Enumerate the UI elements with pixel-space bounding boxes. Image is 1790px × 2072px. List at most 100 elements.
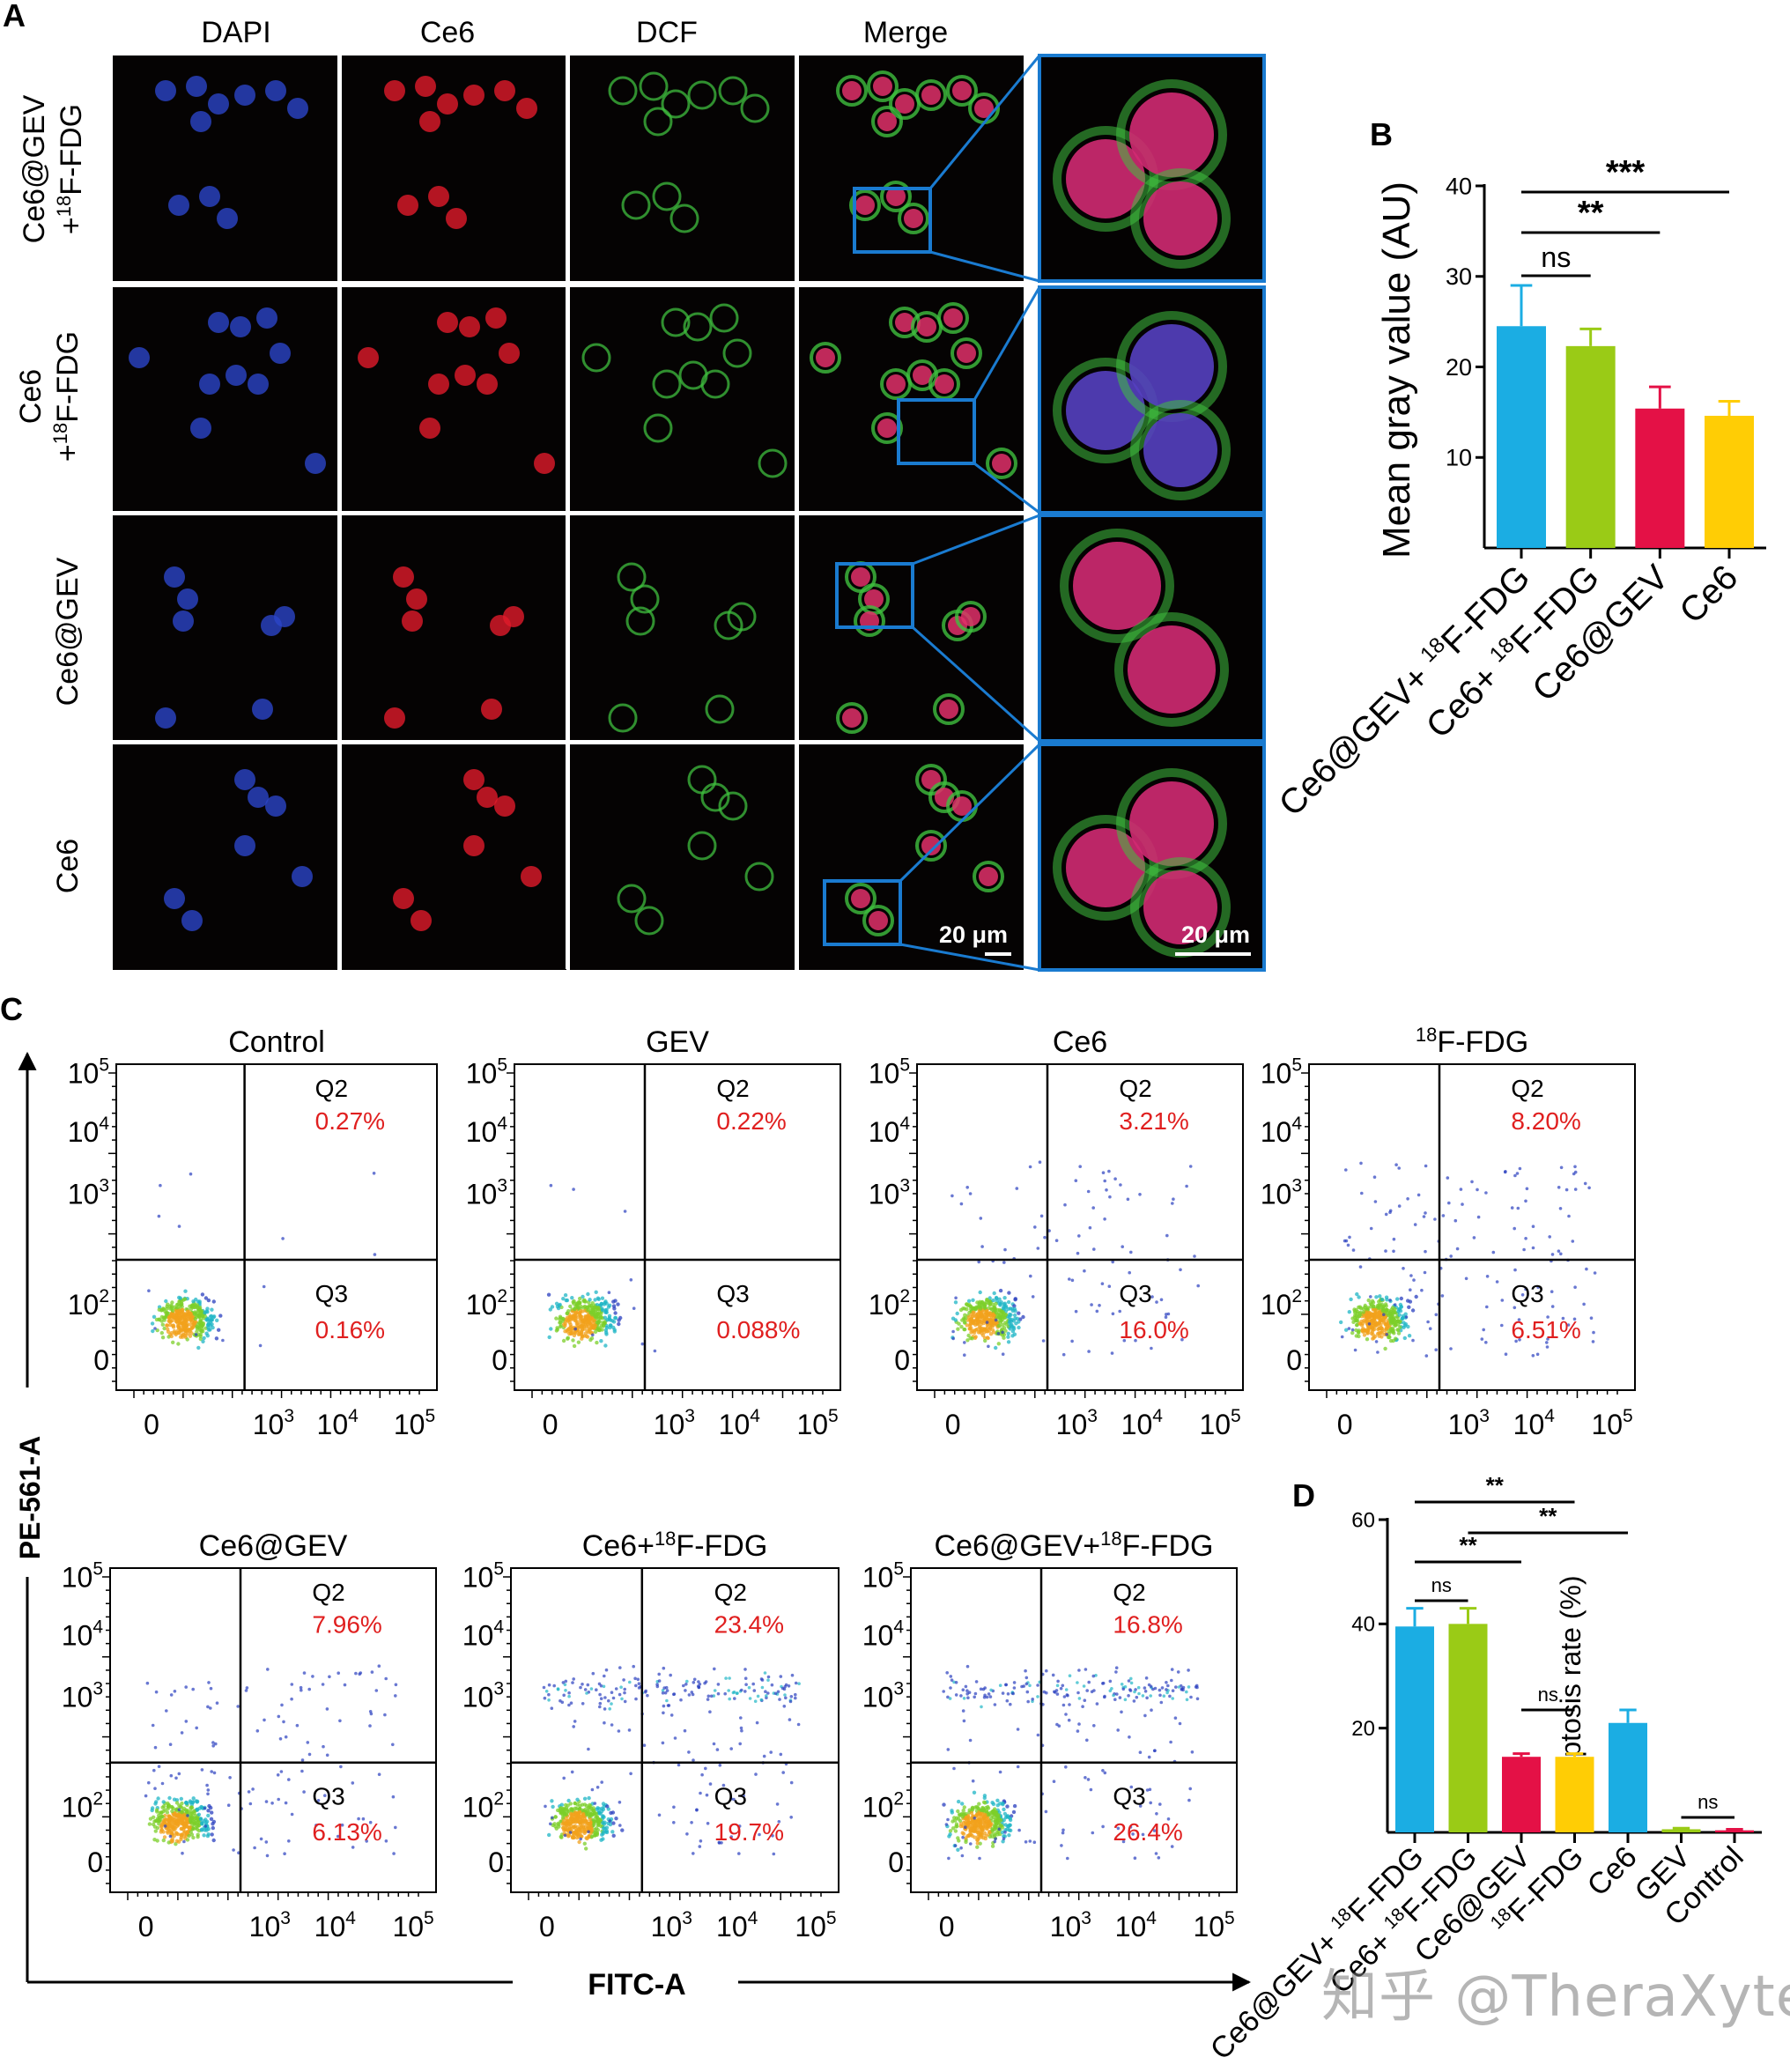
ce6-cell xyxy=(428,186,449,207)
flow-point xyxy=(197,1806,202,1810)
flow-point xyxy=(578,1314,583,1319)
flow-point xyxy=(1166,1817,1171,1821)
flow-point xyxy=(994,1311,999,1315)
flow-point xyxy=(168,1834,173,1839)
zoom-panel xyxy=(1038,743,1266,972)
flow-point xyxy=(949,1675,953,1678)
flow-point xyxy=(994,1837,997,1841)
flow-point xyxy=(587,1795,591,1801)
dcf-cell xyxy=(608,76,638,106)
flow-point xyxy=(1128,1825,1133,1829)
flow-point xyxy=(161,1838,166,1843)
dcf-cell xyxy=(727,602,757,632)
flow-point xyxy=(264,1800,269,1803)
flow-point xyxy=(581,1334,587,1338)
flow-point xyxy=(563,1293,568,1298)
flow-point xyxy=(1056,1679,1060,1684)
flow-point xyxy=(209,1706,212,1710)
flow-point xyxy=(176,1342,181,1346)
flow-point xyxy=(956,1836,960,1840)
flow-point xyxy=(147,1780,151,1785)
zoom-cell-nucleus xyxy=(1129,324,1214,409)
flow-point xyxy=(740,1728,743,1733)
flow-point xyxy=(351,1846,355,1849)
flow-point xyxy=(965,1820,969,1825)
flow-point xyxy=(760,1685,765,1690)
micro-tile xyxy=(113,515,337,741)
flow-point xyxy=(284,1801,288,1805)
y-tick-label: 20 xyxy=(1351,1717,1375,1741)
flow-point xyxy=(986,1313,990,1318)
quadrant-q2-value: 16.8% xyxy=(1113,1611,1182,1639)
flow-point xyxy=(321,1683,325,1686)
flow-point xyxy=(1386,1321,1390,1327)
flow-point xyxy=(573,1327,577,1331)
flow-point xyxy=(706,1698,710,1701)
flow-point xyxy=(789,1780,794,1785)
quadrant-q2-value: 7.96% xyxy=(312,1611,381,1639)
flow-point xyxy=(998,1802,1002,1806)
flow-point xyxy=(1145,1696,1149,1700)
flow-point xyxy=(595,1828,600,1832)
flow-point xyxy=(153,1327,157,1330)
flow-point xyxy=(586,1291,590,1297)
flow-point xyxy=(189,1811,193,1816)
y-tick-label: 30 xyxy=(1446,263,1472,290)
flow-point xyxy=(623,1210,627,1213)
flow-point xyxy=(164,1299,168,1304)
flow-point xyxy=(977,1260,980,1264)
flow-point xyxy=(251,1787,255,1791)
flow-point xyxy=(569,1811,573,1816)
flow-point xyxy=(1092,1724,1096,1728)
flow-point xyxy=(564,1689,567,1692)
flow-point xyxy=(588,1821,592,1825)
flow-point xyxy=(1155,1300,1158,1304)
flow-point xyxy=(1118,1696,1122,1699)
flow-point xyxy=(942,1802,946,1807)
flow-point xyxy=(727,1689,730,1692)
microscopy-grid xyxy=(113,56,1024,970)
micro-tile-bg xyxy=(570,56,795,281)
flow-point xyxy=(1150,1295,1154,1299)
flow-point xyxy=(978,1306,983,1311)
flow-point xyxy=(570,1296,574,1300)
flow-point xyxy=(562,1776,566,1780)
flow-point xyxy=(779,1752,783,1757)
scale-bar-label: 20 μm xyxy=(939,921,1008,948)
flow-point xyxy=(747,1685,751,1690)
flow-point xyxy=(978,1856,981,1861)
flow-point xyxy=(1365,1319,1369,1323)
dapi-cell xyxy=(155,707,176,729)
flow-point xyxy=(993,1839,997,1844)
flow-point xyxy=(1008,1320,1012,1324)
flow-point xyxy=(759,1677,764,1681)
flow-y-tick-label: 105 xyxy=(869,1054,910,1089)
merge-cell-ring xyxy=(867,70,899,102)
flow-point xyxy=(994,1301,998,1306)
flow-point xyxy=(255,1729,260,1733)
flow-point xyxy=(1024,1682,1029,1686)
merge-cell-nucleus xyxy=(851,567,870,587)
flow-point xyxy=(1399,1296,1404,1301)
flow-point xyxy=(566,1809,570,1814)
flow-point xyxy=(1398,1325,1402,1329)
column-label-dapi: DAPI xyxy=(201,16,270,49)
flow-point xyxy=(953,1818,958,1823)
merge-cell-nucleus xyxy=(992,454,1011,473)
flow-point xyxy=(1114,1666,1119,1669)
flow-point xyxy=(788,1699,793,1704)
flow-point xyxy=(593,1832,598,1838)
flow-point xyxy=(769,1750,773,1754)
flow-point xyxy=(672,1805,676,1809)
flow-point xyxy=(561,1297,566,1301)
flow-point xyxy=(1029,1274,1032,1278)
flow-point xyxy=(613,1311,618,1315)
flow-point xyxy=(601,1321,605,1325)
ce6-cell xyxy=(397,195,418,216)
flow-point xyxy=(589,1834,595,1839)
flow-point xyxy=(1003,1328,1008,1333)
flow-point xyxy=(971,1310,976,1314)
flow-point xyxy=(206,1328,211,1332)
flow-x-tick-label: 104 xyxy=(314,1908,357,1942)
bar xyxy=(1448,1624,1488,1832)
